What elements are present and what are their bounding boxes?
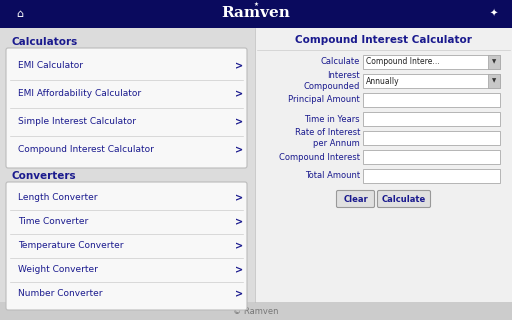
Text: Annually: Annually <box>366 76 400 85</box>
Text: Weight Converter: Weight Converter <box>18 266 98 275</box>
Text: >: > <box>235 145 243 155</box>
Bar <box>0 28 255 302</box>
Text: ▼: ▼ <box>492 78 496 84</box>
Text: Ramven: Ramven <box>222 6 290 20</box>
Text: Rate of Interest
per Annum: Rate of Interest per Annum <box>294 128 360 148</box>
Text: EMI Affordability Calculator: EMI Affordability Calculator <box>18 90 141 99</box>
Bar <box>363 74 500 88</box>
Text: >: > <box>235 217 243 227</box>
Text: >: > <box>235 241 243 251</box>
Bar <box>488 74 500 88</box>
Text: >: > <box>235 193 243 203</box>
Bar <box>363 150 500 164</box>
Text: Number Converter: Number Converter <box>18 290 102 299</box>
FancyBboxPatch shape <box>6 182 247 310</box>
Text: ▼: ▼ <box>492 60 496 65</box>
Text: Calculators: Calculators <box>12 37 78 47</box>
Text: EMI Calculator: EMI Calculator <box>18 61 83 70</box>
Bar <box>488 55 500 69</box>
Bar <box>363 169 500 183</box>
Text: >: > <box>235 117 243 127</box>
Text: Principal Amount: Principal Amount <box>288 95 360 105</box>
Bar <box>363 93 500 107</box>
Text: Calculate: Calculate <box>382 195 426 204</box>
Text: Temperature Converter: Temperature Converter <box>18 242 123 251</box>
Text: >: > <box>235 89 243 99</box>
Bar <box>0 302 512 320</box>
Text: © Ramven: © Ramven <box>233 307 279 316</box>
Bar <box>363 131 500 145</box>
Bar <box>255 28 512 302</box>
Text: Time in Years: Time in Years <box>304 115 360 124</box>
Text: ⌂: ⌂ <box>16 9 24 19</box>
Text: >: > <box>235 265 243 275</box>
Text: Time Converter: Time Converter <box>18 218 88 227</box>
FancyBboxPatch shape <box>6 48 247 168</box>
Text: Compound Interest: Compound Interest <box>279 153 360 162</box>
Text: ★: ★ <box>253 2 259 6</box>
Text: Compound Intere…: Compound Intere… <box>366 58 440 67</box>
Text: Interest
Compounded: Interest Compounded <box>304 71 360 91</box>
Text: Calculate: Calculate <box>321 58 360 67</box>
Bar <box>363 112 500 126</box>
Text: ✦: ✦ <box>490 9 498 19</box>
Text: Compound Interest Calculator: Compound Interest Calculator <box>18 146 154 155</box>
Text: Length Converter: Length Converter <box>18 194 97 203</box>
Text: >: > <box>235 61 243 71</box>
Text: Converters: Converters <box>12 171 77 181</box>
Bar <box>363 55 500 69</box>
Text: >: > <box>235 289 243 299</box>
Text: Compound Interest Calculator: Compound Interest Calculator <box>295 35 472 45</box>
FancyBboxPatch shape <box>377 190 431 207</box>
Text: Clear: Clear <box>343 195 368 204</box>
Text: Simple Interest Calculator: Simple Interest Calculator <box>18 117 136 126</box>
Text: Total Amount: Total Amount <box>305 172 360 180</box>
Bar <box>0 0 512 28</box>
FancyBboxPatch shape <box>336 190 374 207</box>
